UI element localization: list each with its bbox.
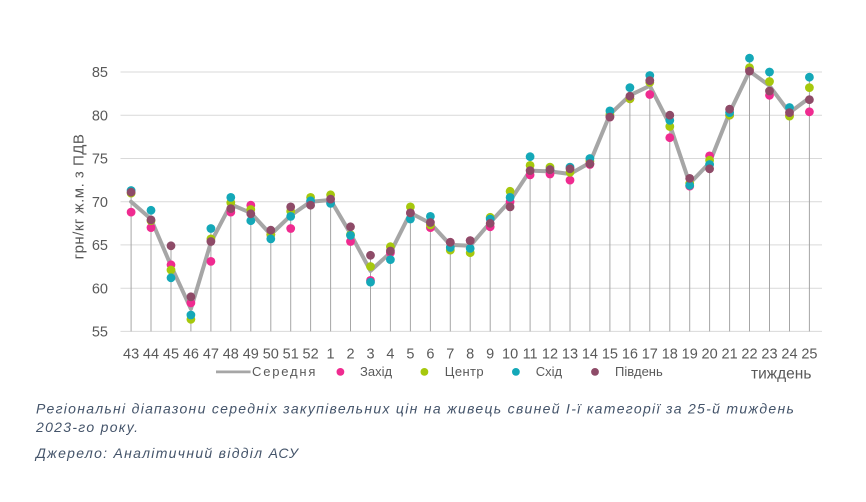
svg-text:2023-го року.: 2023-го року.: [35, 419, 139, 435]
svg-text:85: 85: [92, 65, 108, 81]
svg-text:16: 16: [622, 347, 638, 363]
svg-text:17: 17: [642, 347, 658, 363]
svg-text:21: 21: [722, 347, 738, 363]
svg-text:3: 3: [366, 347, 374, 363]
svg-text:80: 80: [92, 108, 108, 124]
svg-text:10: 10: [502, 347, 518, 363]
svg-text:44: 44: [143, 347, 159, 363]
svg-text:14: 14: [582, 347, 598, 363]
svg-text:70: 70: [92, 195, 108, 211]
svg-text:5: 5: [406, 347, 414, 363]
svg-text:22: 22: [741, 347, 757, 363]
svg-text:Захід: Захід: [360, 364, 392, 379]
svg-text:Схід: Схід: [536, 364, 563, 379]
svg-text:51: 51: [283, 347, 299, 363]
svg-text:Південь: Південь: [615, 364, 663, 379]
svg-text:46: 46: [183, 347, 199, 363]
svg-text:1: 1: [327, 347, 335, 363]
svg-text:4: 4: [386, 347, 394, 363]
svg-text:23: 23: [761, 347, 777, 363]
svg-text:тиждень: тиждень: [751, 365, 811, 382]
svg-text:11: 11: [523, 347, 538, 363]
svg-text:12: 12: [542, 347, 558, 363]
svg-text:15: 15: [602, 347, 618, 363]
svg-text:45: 45: [163, 347, 179, 363]
svg-text:48: 48: [223, 347, 239, 363]
svg-text:43: 43: [123, 347, 139, 363]
svg-text:25: 25: [801, 347, 817, 363]
svg-text:2: 2: [346, 347, 354, 363]
svg-text:52: 52: [303, 347, 319, 363]
svg-text:47: 47: [203, 347, 219, 363]
svg-text:13: 13: [562, 347, 578, 363]
svg-text:60: 60: [92, 281, 108, 297]
svg-text:50: 50: [263, 347, 279, 363]
svg-text:Центр: Центр: [445, 364, 484, 379]
svg-text:49: 49: [243, 347, 259, 363]
svg-text:75: 75: [92, 152, 108, 168]
svg-text:Джерело: Аналітичний відділ АС: Джерело: Аналітичний відділ АСУ: [34, 445, 300, 461]
svg-text:55: 55: [92, 325, 108, 341]
svg-text:8: 8: [466, 347, 474, 363]
svg-text:24: 24: [781, 347, 797, 363]
svg-text:20: 20: [702, 347, 718, 363]
svg-text:Регіональні діапазони середніх: Регіональні діапазони середніх закупівел…: [36, 400, 795, 416]
svg-text:Середня: Середня: [252, 364, 317, 379]
svg-text:19: 19: [682, 347, 698, 363]
svg-text:9: 9: [486, 347, 494, 363]
svg-text:65: 65: [92, 238, 108, 254]
svg-text:грн/кг ж.м. з ПДВ: грн/кг ж.м. з ПДВ: [71, 134, 88, 260]
svg-text:18: 18: [662, 347, 678, 363]
svg-text:6: 6: [426, 347, 434, 363]
svg-text:7: 7: [446, 347, 454, 363]
